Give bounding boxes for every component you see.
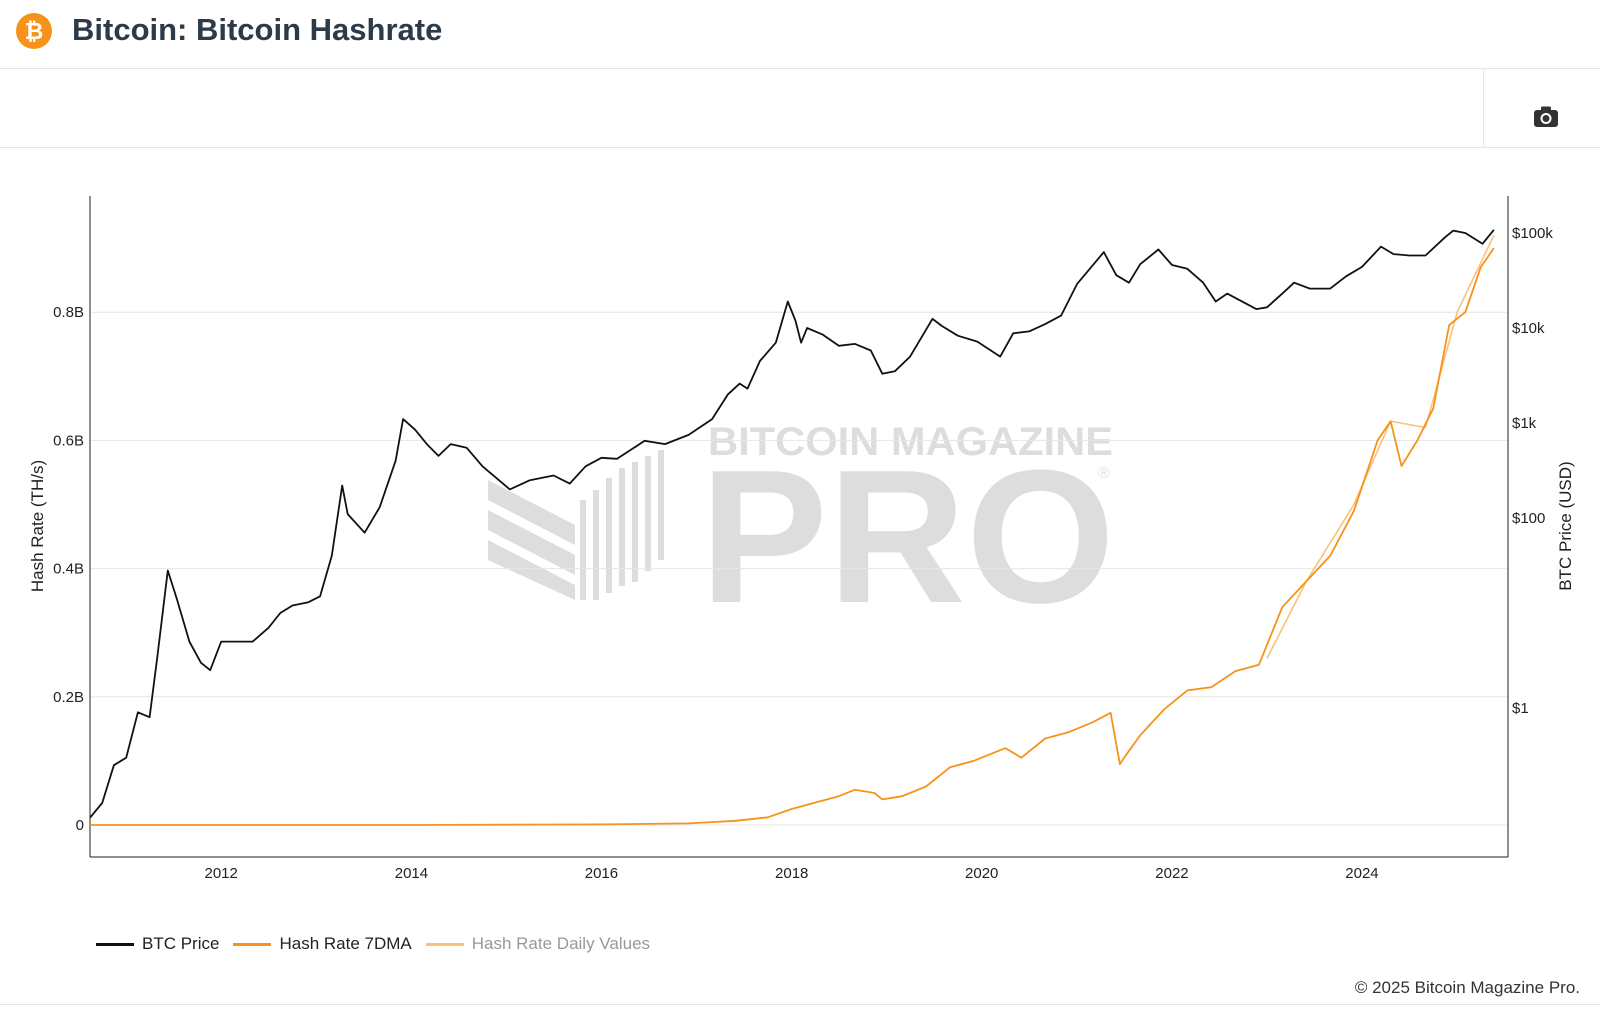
header: ₿ Bitcoin: Bitcoin Hashrate xyxy=(0,0,1600,69)
right-tick-label: $1k xyxy=(1512,415,1537,432)
left-tick-label: 0 xyxy=(76,817,84,834)
bitcoin-logo-icon: ₿ xyxy=(16,13,52,49)
x-tick-label: 2016 xyxy=(585,865,618,882)
watermark-logo-icon xyxy=(488,450,664,600)
legend-item-hash-rate-7dma[interactable]: Hash Rate 7DMA xyxy=(233,934,412,954)
right-tick-label: $1 xyxy=(1512,700,1529,717)
legend-item-hash-rate-daily[interactable]: Hash Rate Daily Values xyxy=(425,934,651,954)
gridlines xyxy=(90,311,1508,826)
x-tick-label: 2022 xyxy=(1155,865,1188,882)
legend-swatch-hash-rate-daily xyxy=(425,942,464,946)
right-tick-label: $10k xyxy=(1512,320,1545,337)
right-axis-ticks: $1 $100 $1k $10k $100k xyxy=(1512,225,1553,717)
toolbar-divider xyxy=(1483,69,1484,147)
left-axis-ticks: 0 0.2B 0.4B 0.6B 0.8B xyxy=(53,304,84,834)
left-tick-label: 0.8B xyxy=(53,304,84,321)
legend-swatch-btc-price xyxy=(96,942,134,946)
right-tick-label: $100k xyxy=(1512,225,1553,242)
x-tick-label: 2020 xyxy=(965,865,998,882)
left-tick-label: 0.6B xyxy=(53,432,84,449)
x-tick-label: 2018 xyxy=(775,865,808,882)
legend-item-btc-price[interactable]: BTC Price xyxy=(96,934,219,954)
legend-label-hash-rate-7dma: Hash Rate 7DMA xyxy=(279,934,412,953)
hashrate-chart[interactable]: BITCOIN MAGAZINE PRO ® 0 0.2B 0.4B 0.6B 0.8B… xyxy=(0,150,1600,910)
series-layer xyxy=(89,229,1495,826)
watermark-line2: PRO xyxy=(700,431,1115,643)
legend-label-hash-rate-daily: Hash Rate Daily Values xyxy=(471,934,651,953)
x-tick-label: 2014 xyxy=(395,865,428,882)
watermark-line1: BITCOIN MAGAZINE xyxy=(708,420,1113,464)
hash-rate-7dma-line xyxy=(90,247,1495,826)
watermark: BITCOIN MAGAZINE PRO ® xyxy=(488,420,1115,643)
right-tick-label: $100 xyxy=(1512,510,1545,527)
watermark-registered-mark: ® xyxy=(1098,465,1110,482)
bottom-divider xyxy=(0,1004,1600,1005)
x-axis-ticks: 2012 2014 2016 2018 2020 2022 2024 xyxy=(204,865,1378,882)
copyright-footer: © 2025 Bitcoin Magazine Pro. xyxy=(1354,978,1580,997)
left-axis-label: Hash Rate (TH/s) xyxy=(28,460,47,592)
chart-legend: BTC Price Hash Rate 7DMA Hash Rate Daily… xyxy=(96,932,664,956)
left-tick-label: 0.4B xyxy=(53,561,84,578)
btc-price-line xyxy=(89,229,1495,819)
chart-toolbar xyxy=(0,69,1600,148)
x-tick-label: 2024 xyxy=(1345,865,1378,882)
left-tick-label: 0.2B xyxy=(53,689,84,706)
camera-icon[interactable] xyxy=(1532,105,1560,129)
legend-swatch-hash-rate-7dma xyxy=(233,942,272,946)
page-title: Bitcoin: Bitcoin Hashrate xyxy=(72,12,443,47)
x-tick-label: 2012 xyxy=(204,865,237,882)
hash-rate-daily-line xyxy=(1266,234,1495,659)
legend-label-btc-price: BTC Price xyxy=(142,934,220,953)
right-axis-label: BTC Price (USD) xyxy=(1556,461,1575,590)
